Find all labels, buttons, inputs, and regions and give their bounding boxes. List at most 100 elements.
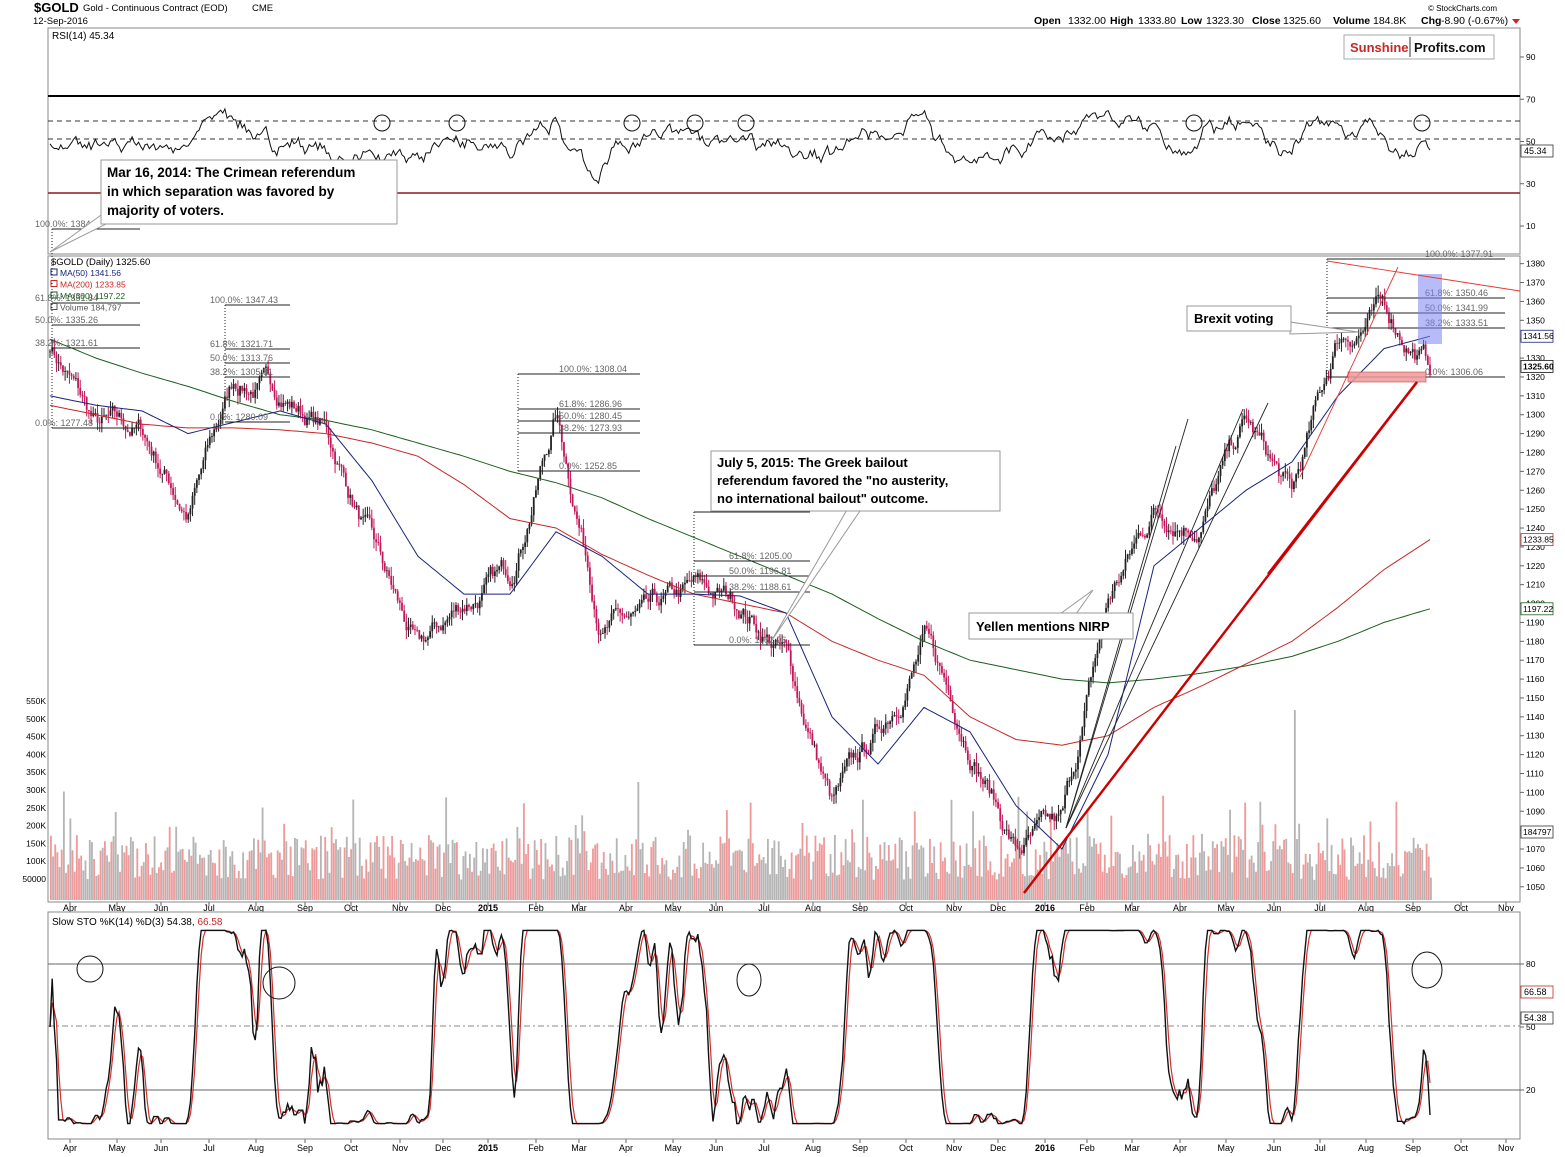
volume-bar — [831, 872, 834, 900]
volume-bar — [1246, 877, 1249, 900]
volume-bar — [367, 871, 370, 900]
volume-bar — [1242, 849, 1244, 900]
price-body — [485, 577, 488, 585]
price-body — [55, 354, 58, 364]
price-body — [582, 528, 585, 546]
price-body — [925, 625, 928, 629]
x-label-price: May — [664, 903, 682, 913]
price-body — [336, 463, 339, 465]
volume-bar — [576, 838, 579, 900]
volume-bar — [69, 818, 72, 900]
volume-bar — [1224, 838, 1227, 900]
price-body — [1264, 441, 1267, 455]
volume-bar — [101, 847, 104, 900]
fib-label: 0.0%: 1277.48 — [35, 418, 93, 428]
volume-bar — [851, 829, 854, 900]
x-label-price: Apr — [1173, 903, 1187, 913]
price-body — [1014, 836, 1017, 846]
brexit-text: Brexit voting — [1194, 311, 1274, 326]
price-body — [306, 418, 308, 426]
volume-bar — [1142, 854, 1145, 900]
volume-bar — [548, 866, 551, 900]
price-body — [556, 415, 559, 419]
price-body — [1366, 318, 1369, 328]
volume-bar — [989, 861, 992, 900]
volume-bar — [114, 811, 117, 900]
price-body — [1061, 808, 1064, 811]
volume-bar — [1060, 848, 1063, 900]
price-body — [146, 437, 149, 442]
volume-bar — [592, 848, 594, 900]
legend-swatch — [50, 268, 58, 276]
volume-bar — [1255, 871, 1257, 900]
volume-bar — [86, 879, 89, 900]
price-body — [182, 511, 185, 513]
volume-bar — [499, 870, 502, 900]
volume-bar — [494, 850, 497, 900]
exchange-label: CME — [252, 3, 273, 14]
price-body — [1420, 348, 1423, 351]
volume-bar — [650, 847, 653, 900]
volume-bar — [1188, 877, 1190, 900]
volume-bar — [1376, 876, 1378, 900]
price-body — [528, 524, 531, 530]
price-body — [707, 586, 710, 594]
volume-bar — [754, 865, 756, 900]
volume-bar — [1116, 851, 1119, 900]
price-body — [701, 579, 704, 581]
price-body — [1141, 535, 1144, 536]
volume-bar — [1410, 852, 1413, 900]
rsi-circle-marker — [737, 114, 755, 132]
volume-bar — [559, 876, 562, 900]
price-body — [1005, 829, 1008, 831]
volume-bar — [1319, 853, 1322, 900]
volume-bar — [652, 841, 655, 900]
price-body — [1243, 415, 1246, 420]
x-label-sto: Jul — [203, 1143, 215, 1153]
price-body — [1146, 534, 1148, 538]
volume-bar — [402, 843, 404, 900]
volume-bar — [974, 848, 977, 900]
x-label-sto: Nov — [946, 1143, 963, 1153]
volume-bar — [196, 863, 199, 900]
price-body — [951, 701, 954, 714]
x-label-price: Apr — [619, 903, 633, 913]
price-body — [444, 622, 447, 626]
price-body — [943, 672, 945, 678]
volume-bar — [648, 876, 651, 900]
volume-bar — [1371, 861, 1374, 900]
price-body — [586, 555, 589, 568]
volume-bar — [885, 860, 888, 900]
volume-bar — [877, 869, 879, 900]
price-body — [690, 580, 693, 582]
volume-bar — [1354, 865, 1357, 900]
volume-bar — [360, 865, 363, 900]
price-body — [1185, 527, 1187, 531]
volume-bar — [1093, 838, 1095, 900]
price-body — [75, 377, 77, 379]
volume-bar — [829, 854, 832, 900]
price-body — [185, 511, 187, 520]
volume-bar — [503, 874, 506, 900]
ma200-line — [49, 404, 1431, 746]
price-body — [174, 494, 177, 501]
volume-bar — [326, 851, 329, 900]
volume-bar — [1347, 879, 1350, 900]
sto-panel: Slow STO %K(14) %D(3) 54.38, 66.58 80 50 2… — [47, 911, 1554, 1153]
x-label-price: Jul — [203, 903, 215, 913]
price-body — [636, 608, 639, 611]
volume-bar — [1272, 841, 1275, 900]
volume-bar — [1229, 809, 1231, 900]
price-body — [785, 642, 788, 644]
price-body — [1070, 776, 1073, 781]
crimea-line-3: majority of voters. — [107, 203, 224, 218]
volume-bar — [1401, 873, 1404, 900]
x-label-price: Dec — [435, 903, 452, 913]
price-body — [543, 454, 546, 461]
fib-label: 0.0%: 1252.85 — [559, 461, 617, 471]
sto-d-tag — [1520, 985, 1554, 999]
x-label-price: Dec — [990, 903, 1007, 913]
price-body — [632, 611, 634, 614]
volume-bar — [1343, 849, 1346, 900]
volume-bar — [391, 836, 394, 900]
